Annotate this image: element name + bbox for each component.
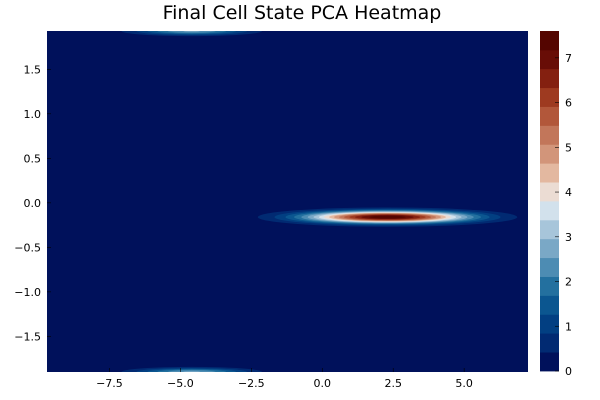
colorbar-tick-label: 1: [565, 320, 572, 333]
colorbar-bin: [540, 333, 559, 353]
colorbar-tick-label: 2: [565, 276, 572, 289]
colorbar-bin: [540, 163, 559, 183]
x-tick-label: −5.0: [167, 377, 194, 390]
hotspot-1-band-5: [167, 31, 216, 33]
y-tick-label: 0.5: [24, 152, 42, 165]
colorbar-bin: [540, 125, 559, 145]
colorbar-tick-label: 7: [565, 52, 572, 65]
colorbar-bin: [540, 106, 559, 126]
y-tick-label: −0.5: [14, 241, 41, 254]
colorbar-tick-label: 3: [565, 231, 572, 244]
y-tick-label: −1.0: [14, 286, 41, 299]
y-tick-label: 0.0: [24, 197, 42, 210]
colorbar-bin: [540, 182, 559, 202]
hotspot-2-band-6: [183, 371, 201, 372]
y-tick-label: 1.0: [24, 108, 42, 121]
colorbar-tick-label: 4: [565, 186, 572, 199]
x-tick-label: −7.5: [96, 377, 123, 390]
hotspot-1-band-6: [183, 31, 201, 32]
colorbar-bin: [540, 144, 559, 164]
hotspot-0-band-17: [369, 215, 406, 219]
colorbar-bin: [540, 276, 559, 296]
y-axis: 1.5 1.0 0.5 0.0 −0.5 −1.0 −1.5: [14, 63, 51, 343]
plot-area: [47, 31, 528, 372]
y-tick-label: 1.5: [24, 63, 42, 76]
colorbar-bin: [540, 238, 559, 259]
colorbar-bin: [540, 257, 559, 277]
colorbar-tick-label: 6: [565, 97, 572, 110]
x-tick-label: 2.5: [384, 377, 402, 390]
y-tick-label: −1.5: [14, 330, 41, 343]
hotspot-2-band-5: [167, 370, 216, 372]
colorbar: 0 1 2 3 4 5 6 7: [540, 31, 572, 378]
colorbar-tick-label: 5: [565, 141, 572, 154]
colorbar-bin: [540, 87, 559, 107]
colorbar-bin: [540, 219, 559, 240]
colorbar-bin: [540, 201, 559, 221]
hotspot-layer: [121, 31, 518, 372]
colorbar-bin: [540, 49, 559, 70]
x-tick-label: −2.5: [238, 377, 265, 390]
x-tick-label: 0.0: [314, 377, 332, 390]
colorbar-bin: [540, 314, 559, 334]
colorbar-bin: [540, 68, 559, 89]
x-tick-label: 5.0: [455, 377, 473, 390]
colorbar-bin: [540, 352, 559, 372]
x-axis: −7.5 −5.0 −2.5 0.0 2.5 5.0: [96, 368, 473, 390]
chart-title: Final Cell State PCA Heatmap: [163, 2, 442, 24]
colorbar-tick-label: 0: [565, 365, 572, 378]
colorbar-bin: [540, 295, 559, 315]
colorbar-bin: [540, 31, 559, 51]
